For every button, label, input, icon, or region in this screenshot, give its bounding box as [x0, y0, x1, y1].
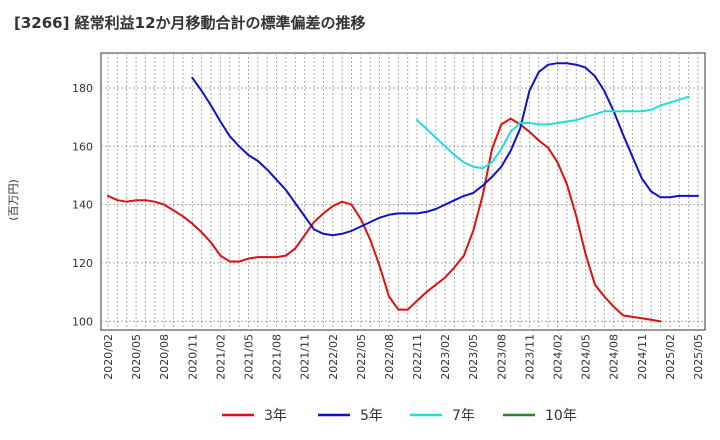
- y-tick-label: 100: [72, 315, 93, 328]
- x-tick-label: 2020/02: [102, 334, 115, 380]
- x-tick-label: 2023/11: [523, 334, 536, 380]
- series-lines: [107, 62, 699, 323]
- x-tick-label: 2020/08: [158, 334, 171, 380]
- legend-label: 5年: [360, 408, 383, 424]
- x-tick-label: 2022/08: [383, 334, 396, 380]
- grid-lines: [101, 53, 705, 330]
- legend-label: 10年: [545, 408, 577, 424]
- x-tick-label: 2023/02: [439, 334, 452, 380]
- y-tick-label: 140: [72, 199, 93, 212]
- x-tick-label: 2023/05: [467, 334, 480, 380]
- chart-title: [3266] 経常利益12か月移動合計の標準偏差の推移: [14, 14, 366, 32]
- x-tick-label: 2024/02: [552, 334, 565, 380]
- y-axis-ticks: 100 120 140 160 180: [72, 82, 93, 328]
- x-tick-label: 2024/11: [636, 334, 649, 380]
- x-tick-label: 2021/05: [242, 334, 255, 380]
- x-tick-label: 2020/05: [130, 334, 143, 380]
- x-tick-label: 2022/02: [327, 334, 340, 380]
- legend-label: 7年: [452, 408, 475, 424]
- x-tick-label: 2021/02: [214, 334, 227, 380]
- x-tick-label: 2023/08: [495, 334, 508, 380]
- series-line-3: [416, 95, 690, 170]
- x-tick-label: 2024/05: [580, 334, 593, 380]
- x-tick-label: 2021/11: [299, 334, 312, 380]
- series-line-1: [107, 117, 662, 323]
- x-tick-label: 2024/08: [608, 334, 621, 380]
- y-tick-label: 120: [72, 257, 93, 270]
- plot-area-background: [100, 52, 706, 331]
- x-tick-label: 2025/05: [692, 334, 705, 380]
- x-tick-label: 2020/11: [186, 334, 199, 380]
- y-tick-label: 160: [72, 140, 93, 153]
- x-axis-ticks: 2020/02 2020/05 2020/08 2020/11 2021/02 2021/…: [102, 334, 705, 380]
- x-tick-label: 2025/02: [664, 334, 677, 380]
- legend: 3年 5年 7年 10年: [222, 408, 577, 424]
- x-tick-label: 2022/11: [411, 334, 424, 380]
- x-tick-label: 2022/05: [355, 334, 368, 380]
- y-axis-label: (百万円): [7, 179, 20, 221]
- x-tick-label: 2021/08: [271, 334, 284, 380]
- legend-label: 3年: [264, 408, 287, 424]
- y-tick-label: 180: [72, 82, 93, 95]
